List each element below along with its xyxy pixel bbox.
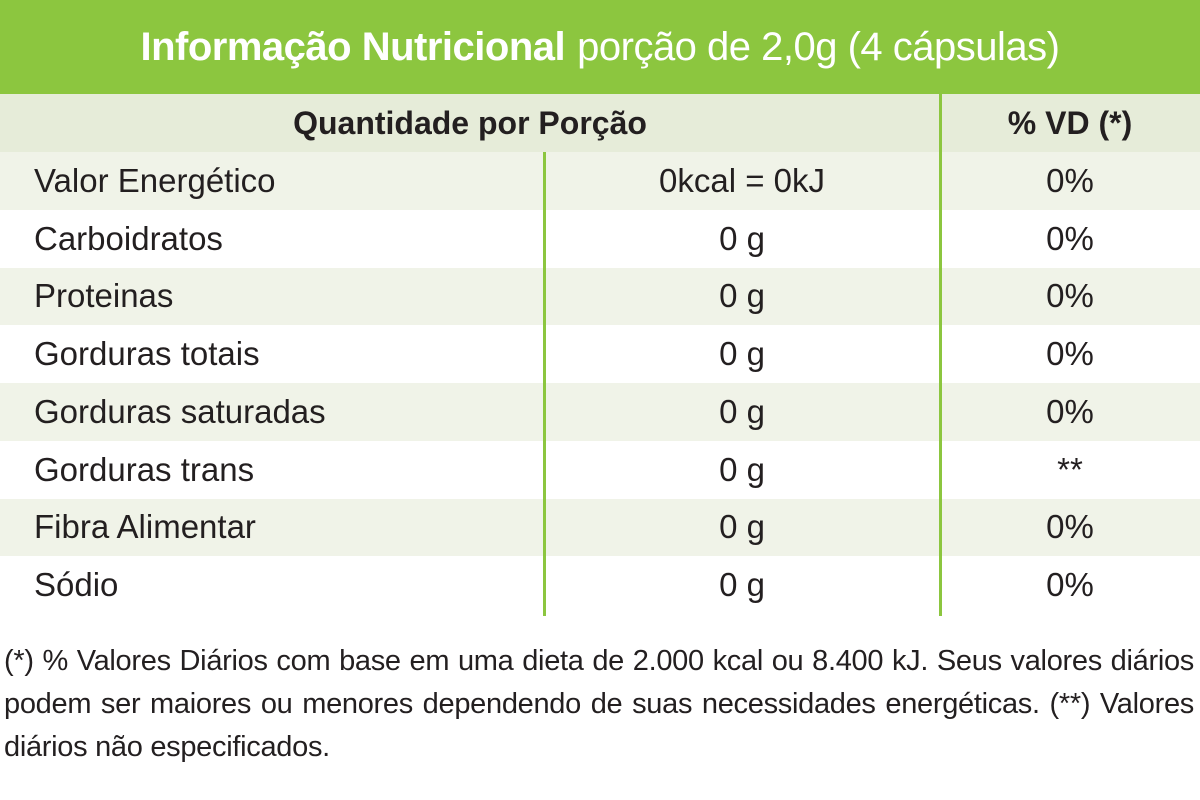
header-quantity: Quantidade por Porção [293,104,647,141]
nutrient-vd: 0% [1046,335,1094,373]
table-row: Sódio 0 g 0% [0,556,1200,614]
table-row: Carboidratos 0 g 0% [0,209,1200,268]
nutrient-name: Proteinas [34,277,174,315]
nutrient-amount: 0 g [719,566,765,604]
nutrient-amount: 0 g [719,219,765,257]
title-portion: porção de 2,0g (4 cápsulas) [577,24,1060,69]
nutrient-vd: 0% [1046,277,1094,315]
nutrient-name: Sódio [34,566,119,604]
footnote: (*) % Valores Diários com base em uma di… [4,645,1194,763]
table-row: Gorduras totais 0 g 0% [0,325,1200,383]
table-row: Gorduras trans 0 g ** [0,440,1200,499]
nutrient-vd: 0% [1046,219,1094,257]
column-divider-vd [939,94,942,616]
nutrient-vd: 0% [1046,508,1094,546]
nutrient-vd: 0% [1046,566,1094,604]
nutrient-name: Fibra Alimentar [34,508,256,546]
table-row: Gorduras saturadas 0 g 0% [0,383,1200,441]
table-header: Quantidade por Porção % VD (*) [0,94,1200,152]
nutrition-title: Informação Nutricional porção de 2,0g (4… [0,0,1200,94]
header-vd: % VD (*) [1007,104,1133,141]
nutrient-amount: 0 g [719,508,765,546]
nutrient-name: Valor Energético [34,161,276,199]
nutrient-name: Gorduras trans [34,450,255,488]
table-row: Valor Energético 0kcal = 0kJ 0% [0,152,1200,210]
nutrient-amount: 0 g [719,392,765,430]
nutrient-name: Gorduras saturadas [34,392,326,430]
nutrient-name: Gorduras totais [34,335,260,373]
nutrient-name: Carboidratos [34,219,223,257]
table-row: Fibra Alimentar 0 g 0% [0,498,1200,557]
title-bold: Informação Nutricional [140,24,566,69]
column-divider-amount [543,152,546,616]
nutrient-vd: ** [1057,450,1083,488]
nutrition-table: Quantidade por Porção % VD (*) Valor Ene… [0,94,1200,614]
nutrient-vd: 0% [1046,392,1094,430]
nutrient-amount: 0kcal = 0kJ [659,161,825,199]
nutrient-amount: 0 g [719,450,765,488]
nutrient-amount: 0 g [719,277,765,315]
nutrient-amount: 0 g [719,335,765,373]
table-row: Proteinas 0 g 0% [0,267,1200,326]
nutrient-vd: 0% [1046,161,1094,199]
